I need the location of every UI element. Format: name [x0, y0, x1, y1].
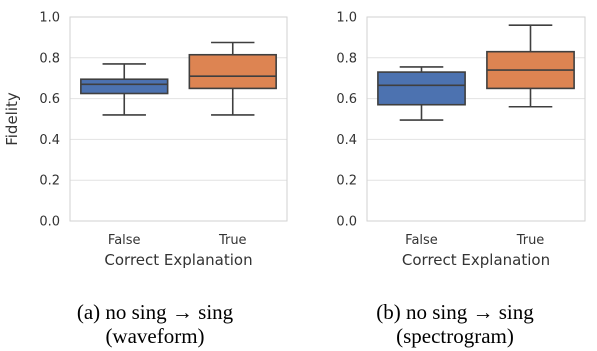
caption-spectrogram-line-1: (b) no sing → sing — [376, 300, 534, 324]
x-tick-label: False — [108, 233, 141, 248]
caption-waveform-line-1: (a) no sing → sing — [76, 300, 234, 324]
x-tick-label: False — [405, 233, 438, 248]
x-tick-label: True — [218, 233, 247, 248]
y-tick-label: 1.0 — [39, 11, 60, 26]
y-tick-label: 0.8 — [336, 51, 357, 66]
y-tick-label: 0.2 — [39, 174, 60, 189]
y-tick-label: 0.2 — [336, 174, 357, 189]
caption-spectrogram: (b) no sing → sing (spectrogram) — [330, 300, 580, 348]
box-true — [188, 53, 277, 90]
y-tick-label: 0.4 — [336, 133, 357, 148]
y-tick-label: 0.0 — [336, 215, 357, 230]
y-tick-label: 0.4 — [39, 133, 60, 148]
y-tick-label: 0.0 — [39, 215, 60, 230]
caption-waveform-line-2: (waveform) — [105, 324, 205, 348]
x-tick-label: True — [516, 233, 545, 248]
y-tick-label: 0.6 — [336, 92, 357, 107]
y-tick-label: 1.0 — [336, 11, 357, 26]
box-false — [377, 71, 466, 106]
chart-panel-waveform: 0.0 0.2 0.4 0.6 0.8 1.0 False True Correct Expla… — [3, 11, 288, 269]
plot-frame — [366, 16, 586, 222]
box-false — [80, 78, 169, 95]
y-tick-label: 0.6 — [39, 92, 60, 107]
caption-spectrogram-line-2: (spectrogram) — [396, 324, 514, 348]
chart-panel-spectrogram: 0.0 0.2 0.4 0.6 0.8 1.0 False True Correct Expla… — [336, 11, 586, 269]
y-tick-label: 0.8 — [39, 51, 60, 66]
plot-frame — [69, 16, 288, 222]
y-axis-label: Fidelity — [3, 92, 21, 146]
x-axis-label: Correct Explanation — [402, 251, 550, 269]
caption-waveform: (a) no sing → sing (waveform) — [30, 300, 280, 348]
x-axis-label: Correct Explanation — [104, 251, 252, 269]
